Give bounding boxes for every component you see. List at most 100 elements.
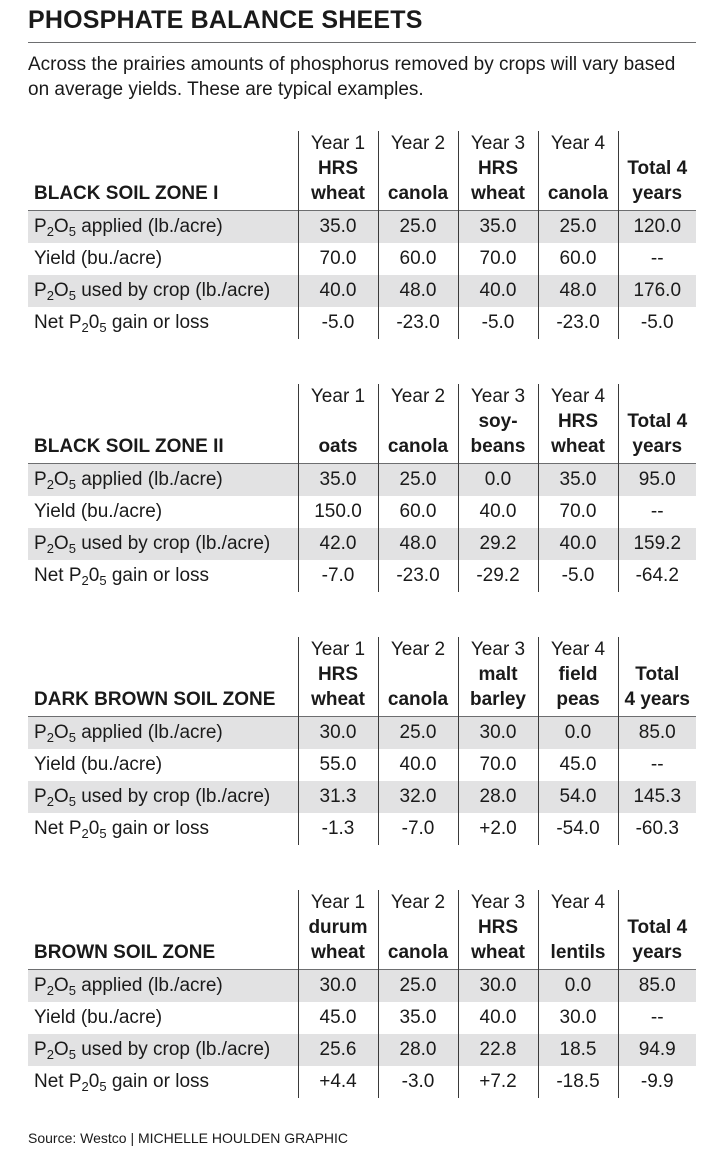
year-header: Year 2	[377, 131, 458, 156]
table-cell: 25.0	[377, 969, 458, 1002]
crop-header: HRS	[457, 915, 538, 940]
table-cell: -5.0	[457, 307, 538, 339]
table-row: Net P205 gain or loss -5.0 -23.0 -5.0 -2…	[28, 307, 696, 339]
total-header: Total 4	[617, 409, 696, 434]
crop-header	[377, 915, 458, 940]
table-cell: -60.3	[617, 813, 696, 845]
zone-title: BLACK SOIL ZONE II	[34, 436, 224, 457]
table-cell: 55.0	[297, 749, 378, 781]
row-label-net: Net P205 gain or loss	[34, 312, 210, 335]
table-cell: 25.0	[537, 210, 618, 243]
table-row: P2O5 used by crop (lb./acre) 42.0 48.0 2…	[28, 528, 696, 560]
year-header: Year 3	[457, 890, 538, 915]
table-row: P2O5 used by crop (lb./acre) 40.0 48.0 4…	[28, 275, 696, 307]
total-header: 4 years	[617, 687, 696, 717]
row-label-net: Net P205 gain or loss	[34, 565, 210, 588]
table-cell: 30.0	[457, 716, 538, 749]
row-label-used: P2O5 used by crop (lb./acre)	[28, 1034, 298, 1066]
table-cell: 176.0	[617, 275, 696, 307]
row-label-yield: Yield (bu./acre)	[34, 754, 163, 775]
title-rule	[28, 42, 696, 43]
table-cell: -23.0	[377, 307, 458, 339]
crop-header: field	[537, 662, 618, 687]
table-cell: -5.0	[297, 307, 378, 339]
table-cell: -23.0	[377, 560, 458, 592]
balance-table-brown-soil-zone: Year 1 Year 2 Year 3 Year 4 durum HRS To…	[28, 890, 696, 1098]
crop-header: durum	[297, 915, 378, 940]
row-label-used: P2O5 used by crop (lb./acre)	[28, 528, 298, 560]
row-label-applied: P2O5 applied (lb./acre)	[28, 716, 298, 749]
table-cell: -7.0	[297, 560, 378, 592]
year-header: Year 4	[537, 384, 618, 409]
page-title: PHOSPHATE BALANCE SHEETS	[28, 6, 423, 34]
table-cell: 60.0	[537, 243, 618, 275]
crop-header: wheat	[297, 687, 378, 717]
table-row: P2O5 applied (lb./acre) 35.0 25.0 0.0 35…	[28, 463, 696, 496]
year-header: Year 2	[377, 890, 458, 915]
table-cell: 25.6	[297, 1034, 378, 1066]
table-cell: 35.0	[457, 210, 538, 243]
table-row: Yield (bu./acre) 70.0 60.0 70.0 60.0 --	[28, 243, 696, 275]
year-header: Year 2	[377, 384, 458, 409]
table-row: P2O5 applied (lb./acre) 30.0 25.0 30.0 0…	[28, 716, 696, 749]
year-header: Year 4	[537, 637, 618, 662]
crop-header: canola	[377, 181, 458, 211]
table-cell: --	[617, 1002, 696, 1034]
table-cell: 70.0	[537, 496, 618, 528]
table-cell: 35.0	[377, 1002, 458, 1034]
crop-header: HRS	[297, 156, 378, 181]
zone-title: BLACK SOIL ZONE I	[34, 183, 219, 204]
table-cell: -54.0	[537, 813, 618, 845]
crop-header	[297, 409, 378, 434]
table-cell: -3.0	[377, 1066, 458, 1098]
table-cell: -9.9	[617, 1066, 696, 1098]
table-cell: 45.0	[537, 749, 618, 781]
table-cell: 40.0	[537, 528, 618, 560]
table-cell: 40.0	[297, 275, 378, 307]
table-cell: -5.0	[537, 560, 618, 592]
table-cell: -5.0	[617, 307, 696, 339]
table-cell: 54.0	[537, 781, 618, 813]
row-label-yield: Yield (bu./acre)	[34, 248, 163, 269]
row-label-used: P2O5 used by crop (lb./acre)	[28, 781, 298, 813]
table-cell: 28.0	[457, 781, 538, 813]
table-cell: -1.3	[297, 813, 378, 845]
total-header: Total 4	[617, 915, 696, 940]
total-header: Total 4	[617, 156, 696, 181]
table-cell: 85.0	[617, 716, 696, 749]
crop-header: oats	[297, 434, 378, 464]
crop-header	[537, 156, 618, 181]
table-cell: --	[617, 749, 696, 781]
balance-table-black-soil-zone-1: Year 1 Year 2 Year 3 Year 4 HRS HRS Tota…	[28, 131, 696, 339]
table-cell: 31.3	[297, 781, 378, 813]
table-row: Yield (bu./acre) 55.0 40.0 70.0 45.0 --	[28, 749, 696, 781]
balance-table-dark-brown-soil-zone: Year 1 Year 2 Year 3 Year 4 HRS malt fie…	[28, 637, 696, 845]
table-row: Net P205 gain or loss +4.4 -3.0 +7.2 -18…	[28, 1066, 696, 1098]
table-cell: 0.0	[457, 463, 538, 496]
table-row: Net P205 gain or loss -7.0 -23.0 -29.2 -…	[28, 560, 696, 592]
crop-header: malt	[457, 662, 538, 687]
crop-header: HRS	[297, 662, 378, 687]
total-header: years	[617, 181, 696, 211]
year-header: Year 4	[537, 131, 618, 156]
total-header: years	[617, 434, 696, 464]
table-cell: 40.0	[457, 1002, 538, 1034]
crop-header: wheat	[297, 940, 378, 970]
crop-header: canola	[377, 434, 458, 464]
table-cell: +4.4	[297, 1066, 378, 1098]
table-cell: 40.0	[457, 275, 538, 307]
table-cell: -23.0	[537, 307, 618, 339]
row-label-applied: P2O5 applied (lb./acre)	[28, 969, 298, 1002]
table-cell: 35.0	[297, 463, 378, 496]
row-label-used: P2O5 used by crop (lb./acre)	[28, 275, 298, 307]
table-cell: 22.8	[457, 1034, 538, 1066]
table-cell: 70.0	[297, 243, 378, 275]
crop-header: wheat	[457, 181, 538, 211]
table-cell: 159.2	[617, 528, 696, 560]
row-label-net: Net P205 gain or loss	[34, 818, 210, 841]
table-cell: 48.0	[537, 275, 618, 307]
table-cell: 45.0	[297, 1002, 378, 1034]
table-row: P2O5 applied (lb./acre) 35.0 25.0 35.0 2…	[28, 210, 696, 243]
table-cell: 25.0	[377, 463, 458, 496]
crop-header: peas	[537, 687, 618, 717]
